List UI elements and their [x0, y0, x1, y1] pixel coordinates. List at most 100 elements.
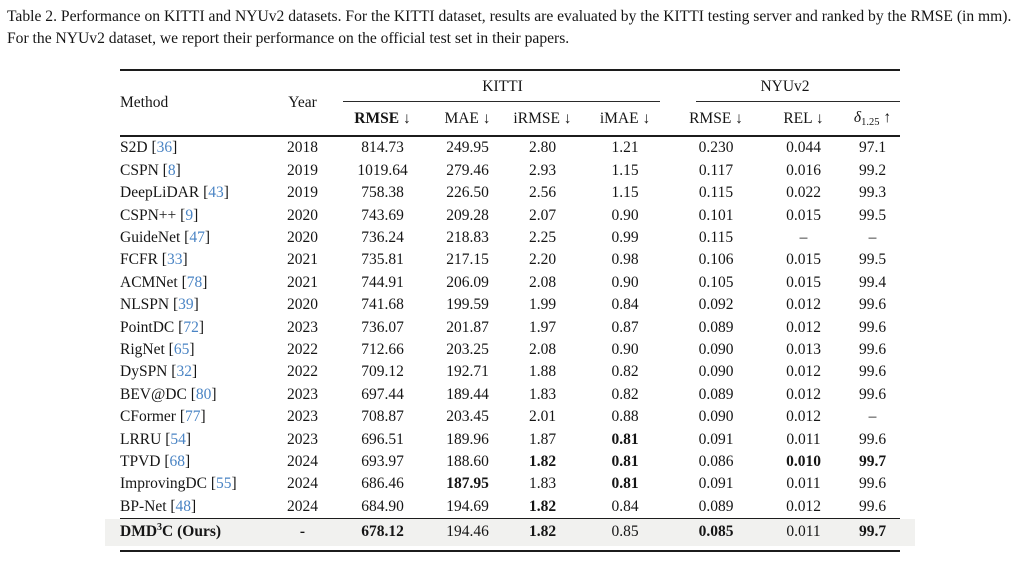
cell-rel: 0.012	[786, 408, 821, 426]
citation-link[interactable]: 43	[208, 184, 224, 202]
cell-imae: 0.82	[611, 385, 639, 403]
cell-rmse-kitti: 736.24	[361, 229, 404, 246]
table-row: PointDC [72] 2023 736.07 201.87 1.97 0.87 0.08…	[120, 316, 900, 338]
group-header-nyuv2: NYUv2	[670, 70, 901, 102]
cell-delta: –	[868, 229, 877, 246]
cell-rel: 0.044	[786, 139, 821, 157]
year-cell: 2023	[287, 318, 318, 336]
cell-delta: 99.6	[858, 385, 887, 403]
cell-rmse-kitti: 712.66	[361, 340, 404, 358]
cell-irmse: 2.25	[528, 229, 557, 246]
table-row: TPVD [68] 2024 693.97 188.60 1.82 0.81 0.086 0.…	[120, 450, 900, 472]
cell-imae: 0.90	[611, 206, 639, 224]
citation-link[interactable]: 36	[156, 139, 173, 157]
method-cell: RigNet [65]	[120, 340, 195, 358]
citation-link[interactable]: 72	[183, 318, 199, 336]
table-row: NLSPN [39] 2020 741.68 199.59 1.99 0.84 0.092 0…	[120, 294, 900, 316]
cell-rmse-nyu: 0.115	[698, 229, 734, 246]
cell-delta: 99.3	[858, 184, 887, 202]
cell-imae: 0.81	[611, 452, 639, 470]
citation-link[interactable]: 80	[195, 385, 212, 403]
method-cell: DySPN [32]	[120, 363, 198, 381]
citation-link[interactable]: 68	[169, 452, 186, 470]
table-row: LRRU [54] 2023 696.51 189.96 1.87 0.81 0.091 0.…	[120, 428, 900, 450]
year-cell: 2024	[287, 475, 318, 493]
cell-rel: 0.013	[786, 340, 821, 358]
col-header-rmse-nyu: RMSE ↓	[670, 102, 763, 137]
cell-imae: 1.21	[611, 139, 639, 157]
method-cell: ACMNet [78]	[120, 273, 208, 291]
citation-link[interactable]: 65	[173, 340, 190, 358]
cell-delta: 99.2	[858, 161, 887, 179]
cell-rmse-nyu: 0.091	[698, 475, 734, 493]
cell-delta: 99.6	[858, 363, 887, 381]
method-cell: NLSPN [39]	[120, 296, 199, 314]
cell-mae: 201.87	[446, 318, 489, 336]
cell-delta: 99.6	[858, 497, 887, 515]
cell-irmse: 2.01	[528, 408, 557, 426]
year-cell: 2022	[287, 363, 318, 381]
cell-mae: 188.60	[446, 452, 489, 470]
cell-mae: 194.69	[446, 497, 489, 515]
cell-mae: 194.46	[430, 517, 505, 546]
cell-rel: –	[799, 229, 808, 246]
cell-rmse-kitti: 696.51	[361, 430, 404, 448]
cell-rel: 0.012	[786, 497, 821, 515]
year-cell: 2020	[287, 229, 318, 246]
col-header-rmse-kitti: RMSE ↓	[335, 102, 430, 137]
citation-link[interactable]: 78	[186, 273, 203, 291]
cell-imae: 0.90	[611, 273, 639, 291]
citation-link[interactable]: 48	[175, 497, 192, 515]
citation-link[interactable]: 47	[189, 229, 205, 246]
table-caption: Table 2. Performance on KITTI and NYUv2 …	[7, 8, 1012, 47]
citation-link[interactable]: 33	[166, 251, 183, 269]
results-table-container: Method Year KITTI NYUv2 RMSE ↓ MAE ↓ iRM…	[105, 69, 916, 552]
table-row: CFormer [77] 2023 708.87 203.45 2.01 0.88 0.09…	[120, 406, 900, 428]
citation-link[interactable]: 77	[185, 408, 201, 426]
cell-mae: 249.95	[446, 139, 489, 157]
cell-irmse: 2.07	[528, 206, 557, 224]
table-row: RigNet [65] 2022 712.66 203.25 2.08 0.90 0.090…	[120, 339, 900, 361]
citation-link[interactable]: 55	[216, 475, 232, 493]
cell-delta: 99.5	[858, 206, 887, 224]
cell-irmse: 1.82	[505, 517, 580, 546]
cell-mae: 187.95	[446, 475, 489, 493]
year-cell: 2019	[287, 184, 318, 202]
table-body: S2D [36] 2018 814.73 249.95 2.80 1.21 0.230 0.0…	[105, 136, 916, 551]
cell-mae: 189.96	[446, 430, 489, 448]
cell-irmse: 1.82	[528, 497, 557, 515]
cell-rmse-kitti: 735.81	[361, 251, 404, 269]
cell-imae: 1.15	[611, 184, 639, 202]
cell-rmse-nyu: 0.086	[698, 452, 734, 470]
cell-rmse-kitti: 743.69	[361, 206, 404, 224]
cell-irmse: 2.08	[528, 273, 557, 291]
cell-rel: 0.015	[786, 206, 821, 224]
citation-link[interactable]: 9	[185, 206, 194, 224]
cell-mae: 203.25	[446, 340, 489, 358]
cell-rmse-nyu: 0.101	[698, 206, 734, 224]
table-row: BEV@DC [80] 2023 697.44 189.44 1.83 0.82 0.089…	[120, 383, 900, 405]
cell-rmse-nyu: 0.091	[698, 430, 734, 448]
table-row: ACMNet [78] 2021 744.91 206.09 2.08 0.90 0.105…	[120, 271, 900, 293]
cell-irmse: 2.56	[528, 184, 557, 202]
col-header-mae: MAE ↓	[430, 102, 505, 137]
year-cell: 2023	[287, 430, 318, 448]
table-row: BP-Net [48] 2024 684.90 194.69 1.82 0.84 0.089…	[120, 495, 900, 518]
spacer-row	[120, 545, 901, 551]
cell-rmse-nyu: 0.105	[698, 273, 734, 291]
cell-rel: 0.011	[786, 430, 821, 448]
method-cell: S2D [36]	[120, 139, 178, 157]
year-cell: 2023	[287, 385, 318, 403]
year-cell: -	[270, 517, 335, 546]
citation-link[interactable]: 54	[170, 430, 186, 448]
cell-irmse: 1.83	[528, 475, 557, 493]
cell-rmse-nyu: 0.090	[698, 408, 734, 426]
cell-imae: 0.98	[611, 251, 639, 269]
citation-link[interactable]: 39	[178, 296, 194, 314]
method-cell: CFormer [77]	[120, 408, 206, 426]
citation-link[interactable]: 32	[176, 363, 192, 381]
citation-link[interactable]: 8	[167, 161, 176, 179]
year-cell: 2020	[287, 296, 318, 314]
cell-delta: 99.6	[858, 296, 887, 314]
group-header-kitti: KITTI	[335, 70, 670, 102]
